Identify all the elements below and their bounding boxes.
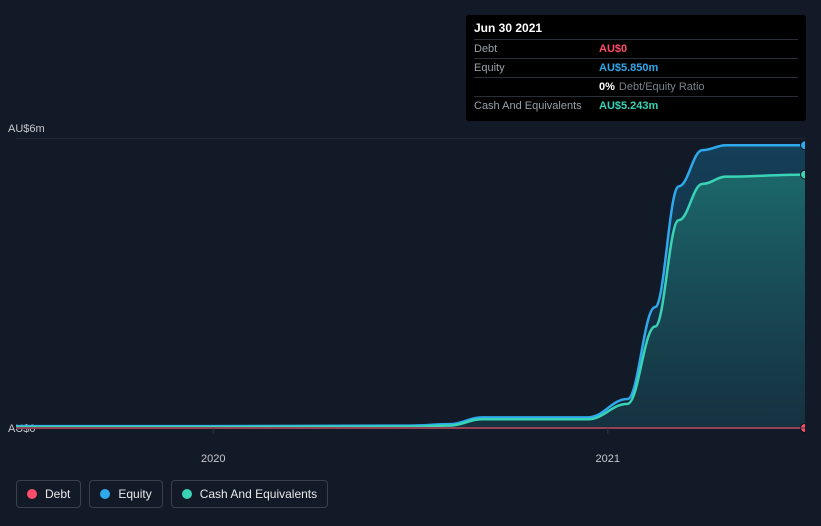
x-axis-tick-label: 2020 [201,453,225,465]
tooltip-row-ratio: 0% Debt/Equity Ratio [474,77,798,96]
tooltip-ratio-spacer [474,81,599,93]
tooltip-row-equity: Equity AU$5.850m [474,58,798,77]
tooltip-equity-value: AU$5.850m [599,62,658,74]
tooltip-ratio-value: 0% Debt/Equity Ratio [599,81,705,93]
legend-label-cash: Cash And Equivalents [200,487,317,501]
chart-svg [16,138,805,438]
tooltip-cash-value: AU$5.243m [599,100,658,112]
tooltip-row-cash: Cash And Equivalents AU$5.243m [474,96,798,115]
tooltip-row-debt: Debt AU$0 [474,39,798,58]
tooltip-ratio-pct: 0% [599,81,615,93]
legend-dot-equity [100,489,110,499]
legend-dot-cash [182,489,192,499]
legend-item-equity[interactable]: Equity [89,480,162,508]
y-axis-max-label: AU$6m [8,123,45,135]
legend-item-debt[interactable]: Debt [16,480,81,508]
tooltip-equity-label: Equity [474,62,599,74]
tooltip-cash-label: Cash And Equivalents [474,100,599,112]
tooltip-debt-label: Debt [474,43,599,55]
legend-label-debt: Debt [45,487,70,501]
legend-label-equity: Equity [118,487,151,501]
chart-tooltip: Jun 30 2021 Debt AU$0 Equity AU$5.850m 0… [466,15,806,121]
x-axis-tick-label: 2021 [596,453,620,465]
tooltip-ratio-label: Debt/Equity Ratio [619,81,705,93]
tooltip-date: Jun 30 2021 [474,21,798,39]
marker-equity [801,141,806,150]
legend-dot-debt [27,489,37,499]
chart-legend: Debt Equity Cash And Equivalents [16,480,328,508]
chart-area[interactable] [16,138,805,438]
marker-cash [801,170,806,179]
tooltip-debt-value: AU$0 [599,43,627,55]
legend-item-cash[interactable]: Cash And Equivalents [171,480,328,508]
